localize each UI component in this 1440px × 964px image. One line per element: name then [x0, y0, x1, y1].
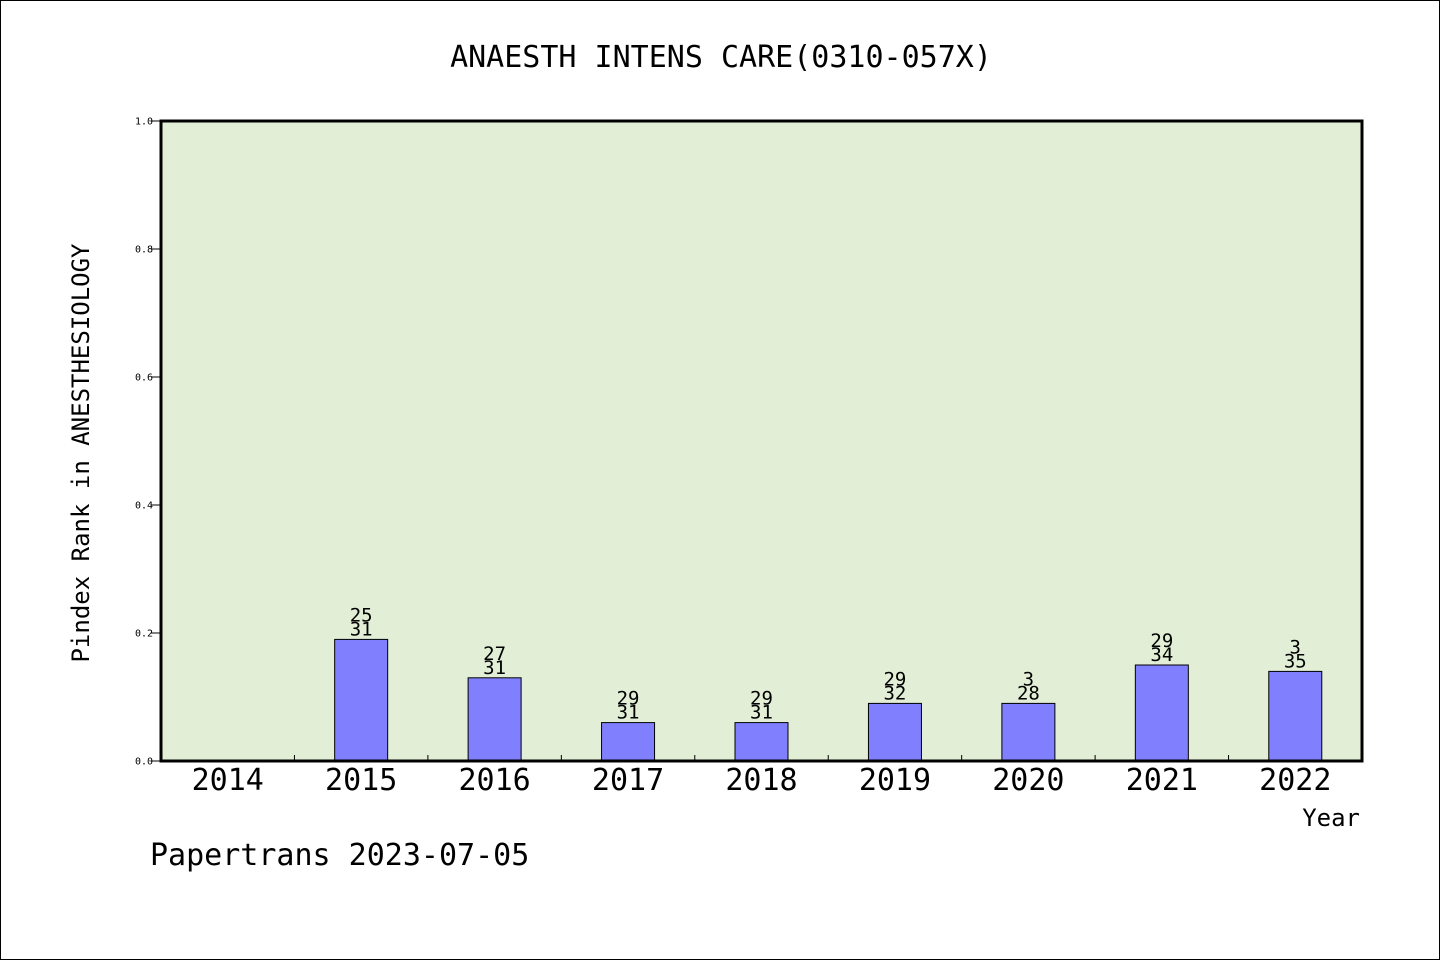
x-tick-label: 2020: [992, 763, 1064, 798]
bar: [601, 722, 656, 762]
y-tick-label: 0.4: [135, 501, 153, 512]
chart-title: ANAESTH INTENS CARE(0310-057X): [450, 40, 992, 75]
x-tick-label: 2018: [725, 763, 797, 798]
bar-label-top: 25: [350, 604, 373, 626]
x-axis-label: Year: [1302, 804, 1360, 832]
x-tick-label: 2014: [192, 763, 264, 798]
bar-label-top: 29: [1150, 630, 1173, 652]
y-tick-label: 1.0: [135, 117, 153, 128]
bar-label-bottom: 31: [483, 657, 506, 679]
bar-label-top: 3: [1290, 636, 1301, 658]
bar-label-top: 29: [617, 688, 640, 710]
bar-label-bottom: 31: [750, 702, 773, 724]
bar: [734, 722, 789, 762]
x-tick-label: 2015: [325, 763, 397, 798]
x-tick-label: 2017: [592, 763, 664, 798]
bar-label-top: 29: [883, 668, 906, 690]
plot-border: [159, 119, 1364, 763]
bar: [1134, 664, 1189, 762]
bar-label-bottom: 31: [350, 618, 373, 640]
bars-group: [334, 638, 1323, 762]
y-tick-label: 0.2: [135, 629, 153, 640]
bar-label-bottom: 32: [883, 682, 906, 704]
x-tick-label: 2016: [458, 763, 530, 798]
x-tick-label: 2019: [859, 763, 931, 798]
bar: [1268, 670, 1323, 762]
y-tick-label: 0.8: [135, 245, 153, 256]
bar-label-top: 29: [750, 688, 773, 710]
bar-label-bottom: 35: [1284, 650, 1307, 672]
bar: [867, 702, 922, 762]
y-tick-label: 0.0: [135, 757, 153, 768]
y-axis-label: Pindex Rank in ANESTHESIOLOGY: [67, 243, 95, 663]
bar-label-top: 27: [483, 643, 506, 665]
bar-label-top: 3: [1023, 668, 1034, 690]
bar: [467, 677, 522, 762]
bar-label-bottom: 28: [1017, 682, 1040, 704]
ticks-group: 0.0 0.2 0.4 0.6 0.8 1.0 2014 2015 2016 2017 2018 20…: [135, 117, 1331, 799]
footer-credit: Papertrans 2023-07-05: [150, 838, 529, 873]
x-tick-label: 2021: [1126, 763, 1198, 798]
bar-label-bottom: 31: [617, 702, 640, 724]
bar-label-bottom: 34: [1150, 644, 1173, 666]
bar: [334, 638, 389, 762]
x-tick-label: 2022: [1259, 763, 1331, 798]
y-tick-label: 0.6: [135, 373, 153, 384]
bar: [1001, 702, 1056, 762]
